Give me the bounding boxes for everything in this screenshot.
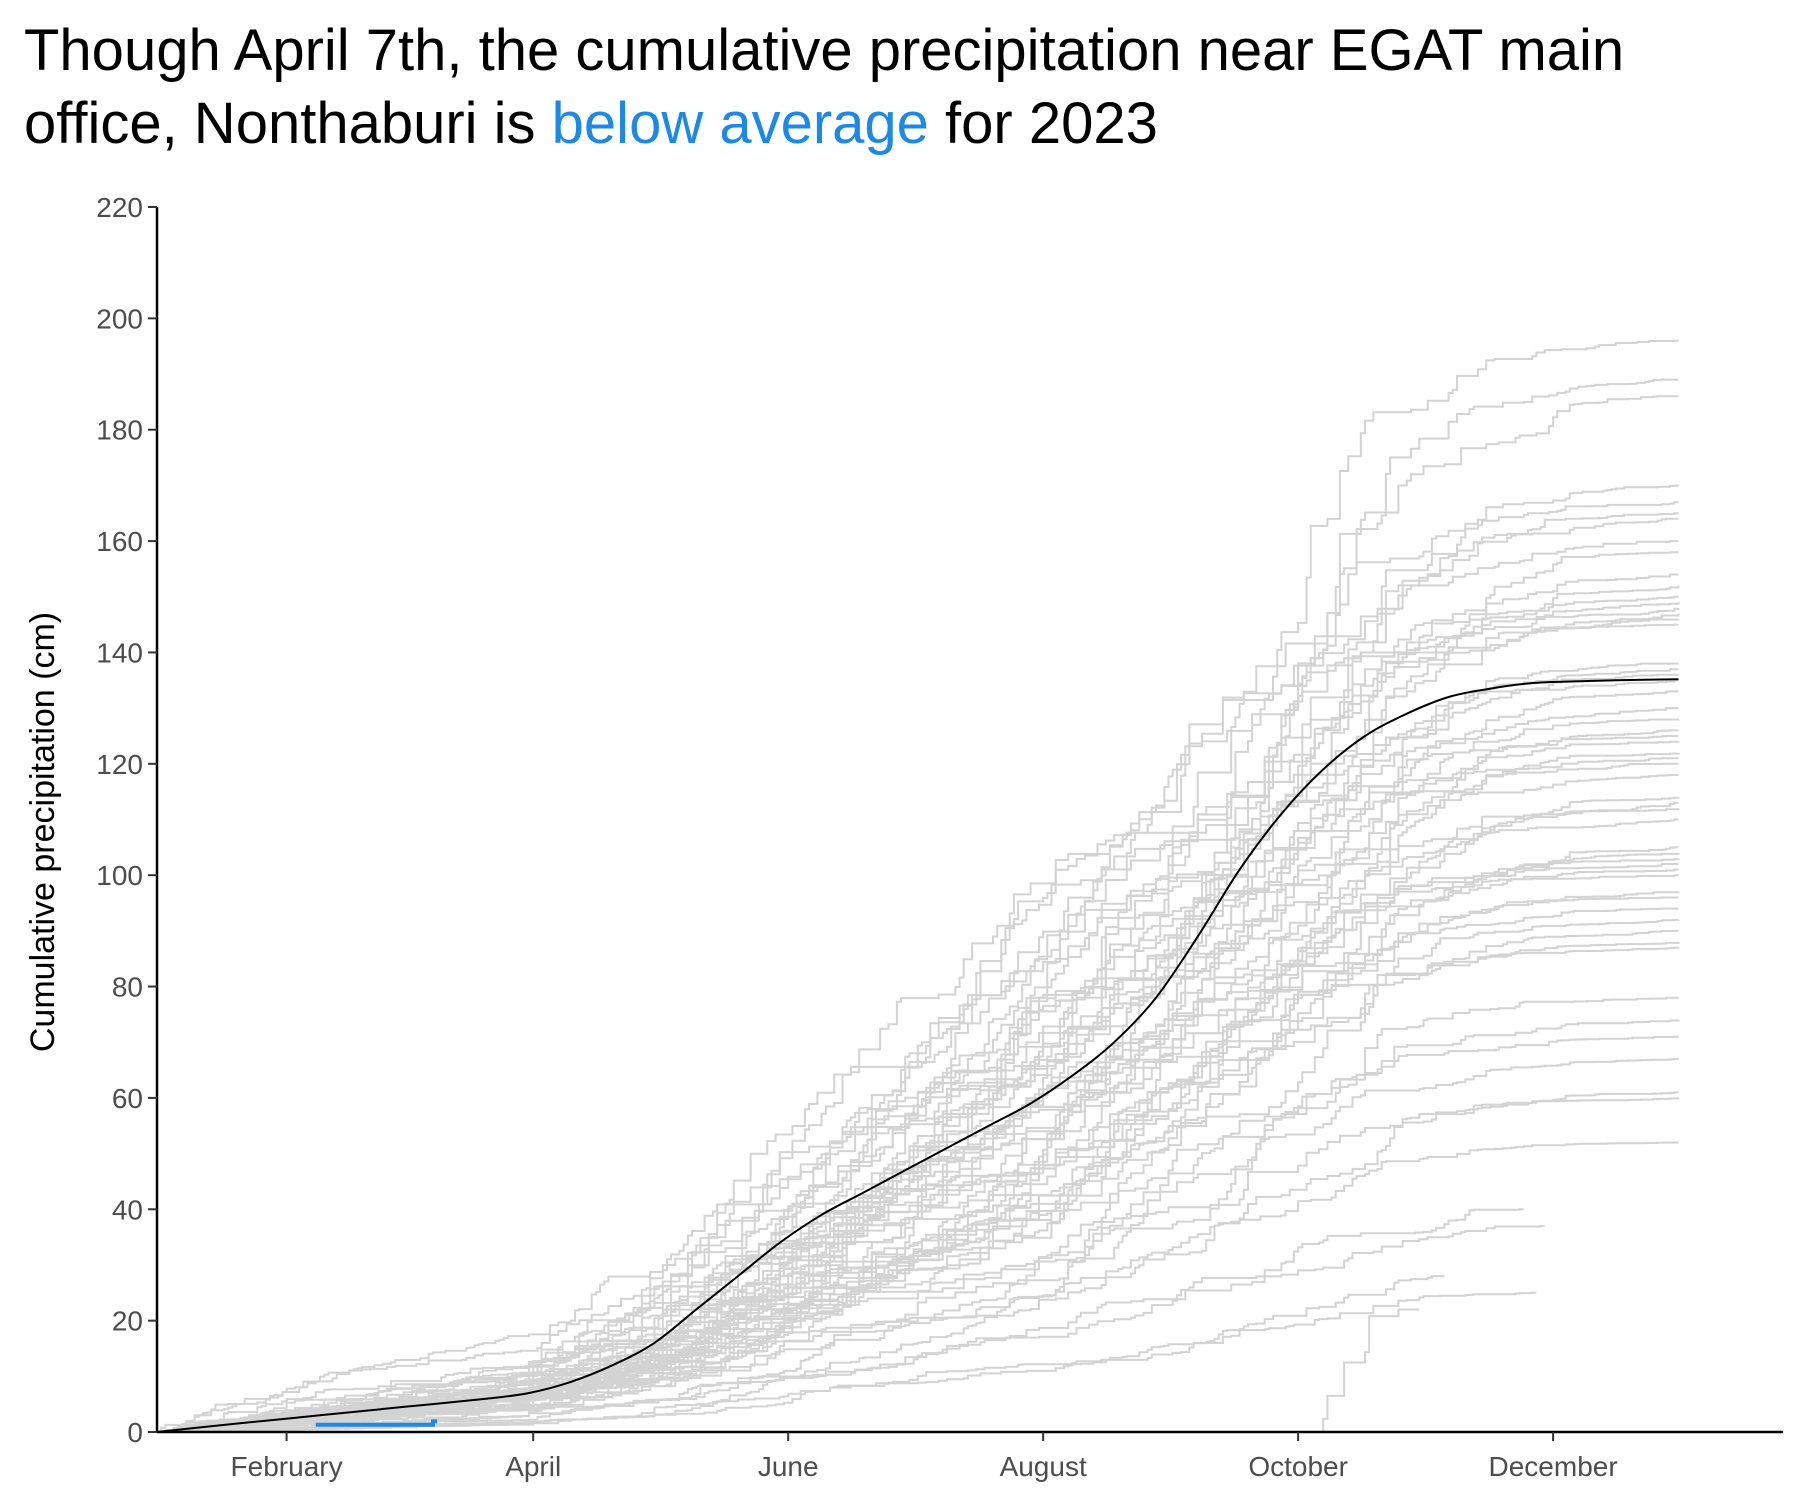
historical-year-line	[173, 818, 1679, 1433]
historical-year-line	[1306, 1308, 1420, 1433]
chart-title: Though April 7th, the cumulative precipi…	[24, 14, 1784, 160]
y-tick-label: 180	[96, 415, 143, 446]
historical-year-line	[164, 623, 1679, 1432]
historical-year-line	[160, 378, 1679, 1432]
y-tick-label: 0	[127, 1417, 143, 1448]
historical-year-line	[160, 852, 1680, 1433]
x-tick-label: June	[758, 1451, 819, 1482]
historical-year-line	[165, 729, 1679, 1433]
historical-year-line	[161, 801, 1679, 1433]
historical-year-line	[156, 551, 1679, 1433]
x-tick-label: October	[1248, 1451, 1348, 1482]
average-line	[156, 678, 1679, 1433]
historical-year-line	[169, 757, 1679, 1433]
historical-year-line	[157, 1035, 1679, 1433]
historical-year-line	[160, 918, 1680, 1432]
historical-year-line	[169, 501, 1679, 1433]
historical-year-line	[169, 774, 1679, 1433]
y-axis-title: Cumulative precipitation (cm)	[24, 612, 62, 1052]
y-tick-label: 60	[112, 1083, 143, 1114]
historical-year-line	[173, 1091, 1679, 1433]
y-tick-label: 160	[96, 526, 143, 557]
historical-year-line	[157, 1057, 1679, 1433]
y-tick-label: 100	[96, 860, 143, 891]
x-tick-label: December	[1489, 1451, 1618, 1482]
y-tick-label: 80	[112, 972, 143, 1003]
title-highlight: below average	[551, 91, 929, 156]
y-tick-label: 20	[112, 1306, 143, 1337]
x-tick-label: April	[505, 1451, 561, 1482]
title-text-part2: for 2023	[928, 91, 1158, 156]
historical-year-line	[176, 846, 1679, 1432]
axes: 0 20 40 60 80 100 120 140 160 180 200 220 February Ap…	[96, 192, 1783, 1482]
historical-series-group	[156, 339, 1680, 1433]
historical-year-line	[157, 673, 1679, 1433]
historical-year-line	[160, 607, 1680, 1433]
x-tick-label: February	[231, 1451, 343, 1482]
title-text-part1: Though April 7th, the cumulative precipi…	[24, 18, 1625, 156]
historical-year-line	[168, 1019, 1680, 1433]
y-tick-label: 40	[112, 1194, 143, 1225]
y-tick-label: 120	[96, 749, 143, 780]
historical-year-line	[157, 996, 1679, 1433]
y-tick-label: 220	[96, 192, 143, 223]
highlight-series-group	[156, 678, 1679, 1433]
y-tick-label: 200	[96, 303, 143, 334]
historical-year-line	[157, 395, 1679, 1433]
historical-year-line	[172, 946, 1680, 1433]
historical-year-line	[173, 1097, 1680, 1433]
historical-year-line	[165, 602, 1680, 1433]
y-tick-label: 140	[96, 637, 143, 668]
historical-year-line	[156, 718, 1680, 1433]
historical-year-line	[172, 868, 1679, 1432]
current-year-line	[315, 1419, 438, 1427]
x-tick-label: August	[1000, 1451, 1087, 1482]
historical-year-line	[176, 613, 1680, 1432]
